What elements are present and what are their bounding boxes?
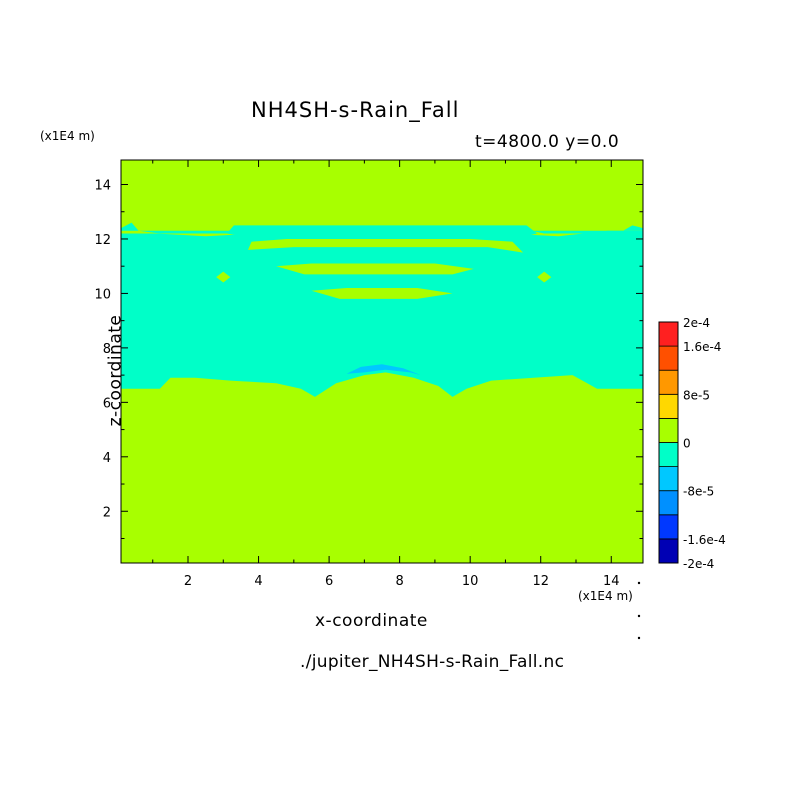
contour-left-top-strip [121,222,234,234]
contour-dome-negative-arc [346,364,421,376]
colorbar-segment [658,442,679,468]
x-tick-label: 14 [603,574,620,589]
colorbar-segment [658,538,679,564]
axis-marker-dot [637,614,641,618]
y-tick-label: 6 [103,396,111,411]
colorbar-frame [658,321,679,564]
y-tick-label: 14 [94,179,111,194]
contour-positive-inclusion-band-1 [248,239,524,253]
x-tick-label: 8 [395,574,403,589]
source-file-label: ./jupiter_NH4SH-s-Rain_Fall.nc [300,652,565,672]
colorbar-segment [658,514,679,540]
colorbar-label: 2e-4 [683,316,710,330]
contour-main-negative-layer [121,230,643,397]
colorbar-label: 1.6e-4 [683,340,721,354]
contour-positive-inclusion-band-2 [276,263,474,275]
colorbar-label: 0 [683,437,691,451]
x-axis-label: x-coordinate [315,611,428,631]
y-tick-label: 10 [94,287,111,302]
y-tick-label: 4 [103,451,111,466]
x-tick-label: 2 [184,574,192,589]
colorbar-segment [658,393,679,419]
contour-positive-spot-right [537,271,552,283]
axis-marker-dot [637,636,641,640]
colorbar-label: -2e-4 [683,557,714,571]
x-tick-label: 6 [325,574,333,589]
colorbar-segment [658,321,679,347]
x-axis-unit: (x1E4 m) [578,589,633,603]
contour-right-top-strip [530,225,643,234]
colorbar-segment [658,466,679,492]
plot-frame [120,159,644,564]
x-tick-label: 12 [532,574,549,589]
colorbar-segment [658,417,679,443]
colorbar-label: -8e-5 [683,485,714,499]
x-tick-label: 4 [254,574,262,589]
colorbar-segment [658,490,679,516]
y-tick-label: 8 [103,342,111,357]
y-axis-unit: (x1E4 m) [40,129,95,143]
contour-positive-spot-left [216,271,231,283]
x-tick-label: 10 [462,574,479,589]
chart-title: NH4SH-s-Rain_Fall [251,98,460,122]
chart-subtitle: t=4800.0 y=0.0 [475,132,620,152]
axis-marker-dot [637,581,641,585]
y-tick-label: 2 [103,505,111,520]
contour-upper-negative-band [226,225,538,239]
colorbar-segment [658,345,679,371]
colorbar-segment [658,369,679,395]
colorbar-label: 8e-5 [683,388,710,402]
colorbar-label: -1.6e-4 [683,533,726,547]
y-tick-label: 12 [94,233,111,248]
contour-positive-inclusion-band-3 [311,288,453,299]
